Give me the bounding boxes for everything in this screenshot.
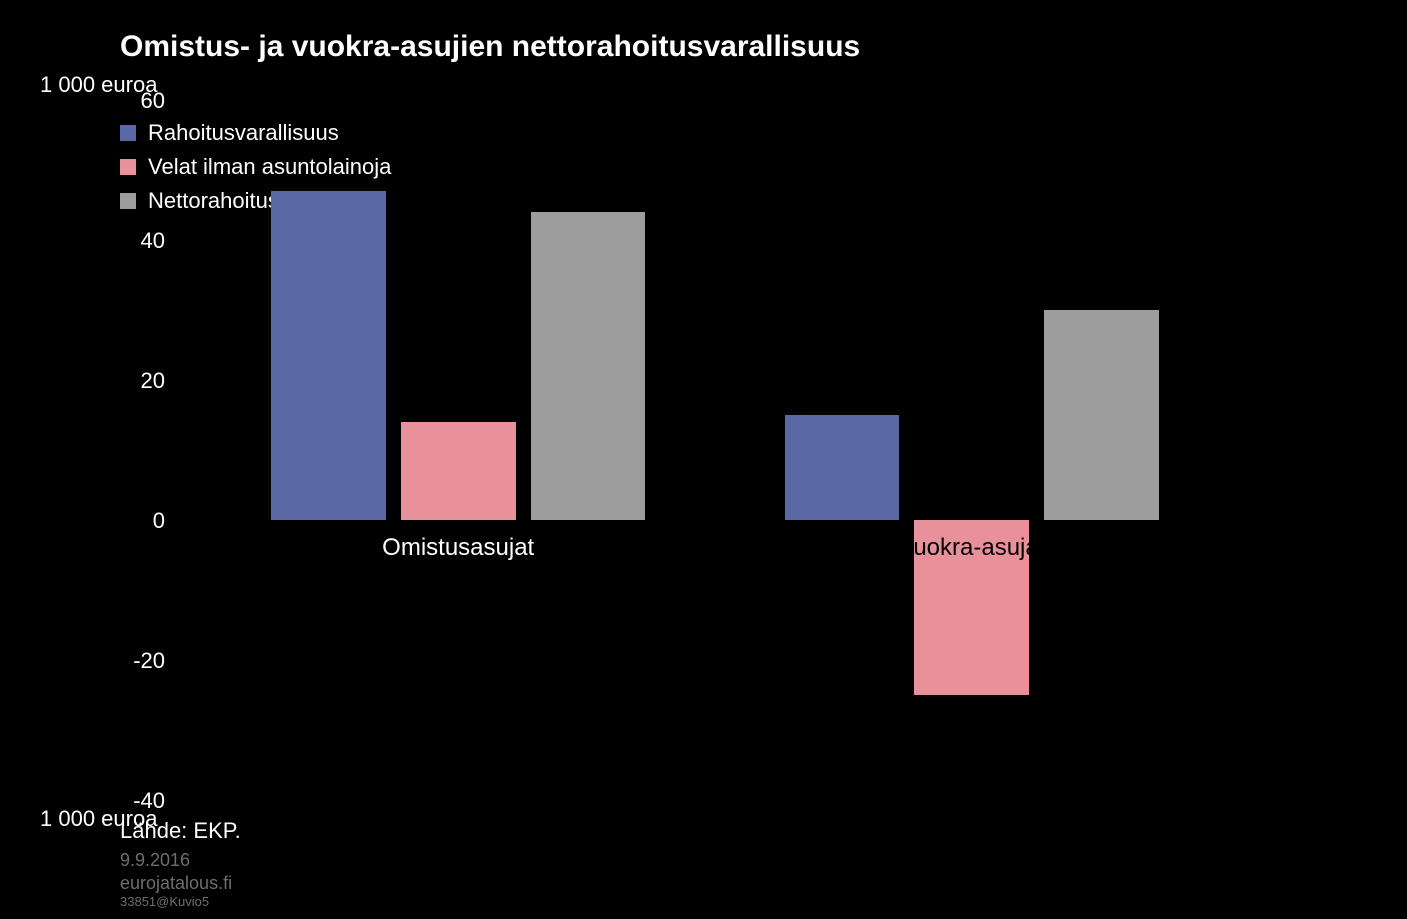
chart-footer: Lähde: EKP. 9.9.2016 eurojatalous.fi 338… — [120, 818, 241, 909]
y-tick-label: -20 — [110, 648, 165, 674]
chart-title: Omistus- ja vuokra-asujien nettorahoitus… — [120, 30, 860, 64]
footer-site: eurojatalous.fi — [120, 873, 241, 894]
y-tick-label: 40 — [110, 228, 165, 254]
legend-swatch — [120, 125, 136, 141]
footer-code: 33851@Kuvio5 — [120, 894, 241, 909]
category-label: Omistusasujat — [338, 534, 578, 562]
bar — [401, 422, 516, 520]
y-tick-label: 20 — [110, 368, 165, 394]
chart-container: Omistus- ja vuokra-asujien nettorahoitus… — [0, 0, 1407, 919]
footer-date: 9.9.2016 — [120, 850, 241, 871]
legend-swatch — [120, 193, 136, 209]
y-tick-label: 0 — [110, 508, 165, 534]
y-tick-label: 60 — [110, 88, 165, 114]
source-label: Lähde: EKP. — [120, 818, 241, 844]
bar — [531, 212, 646, 520]
legend-swatch — [120, 159, 136, 175]
bar — [1044, 310, 1159, 520]
plot-area: 1 000 euroa-40-2002040601 000 euroaOmist… — [180, 100, 1250, 800]
category-label: Vuokra-asujat — [852, 534, 1092, 562]
bar — [785, 415, 900, 520]
bar — [271, 191, 386, 520]
